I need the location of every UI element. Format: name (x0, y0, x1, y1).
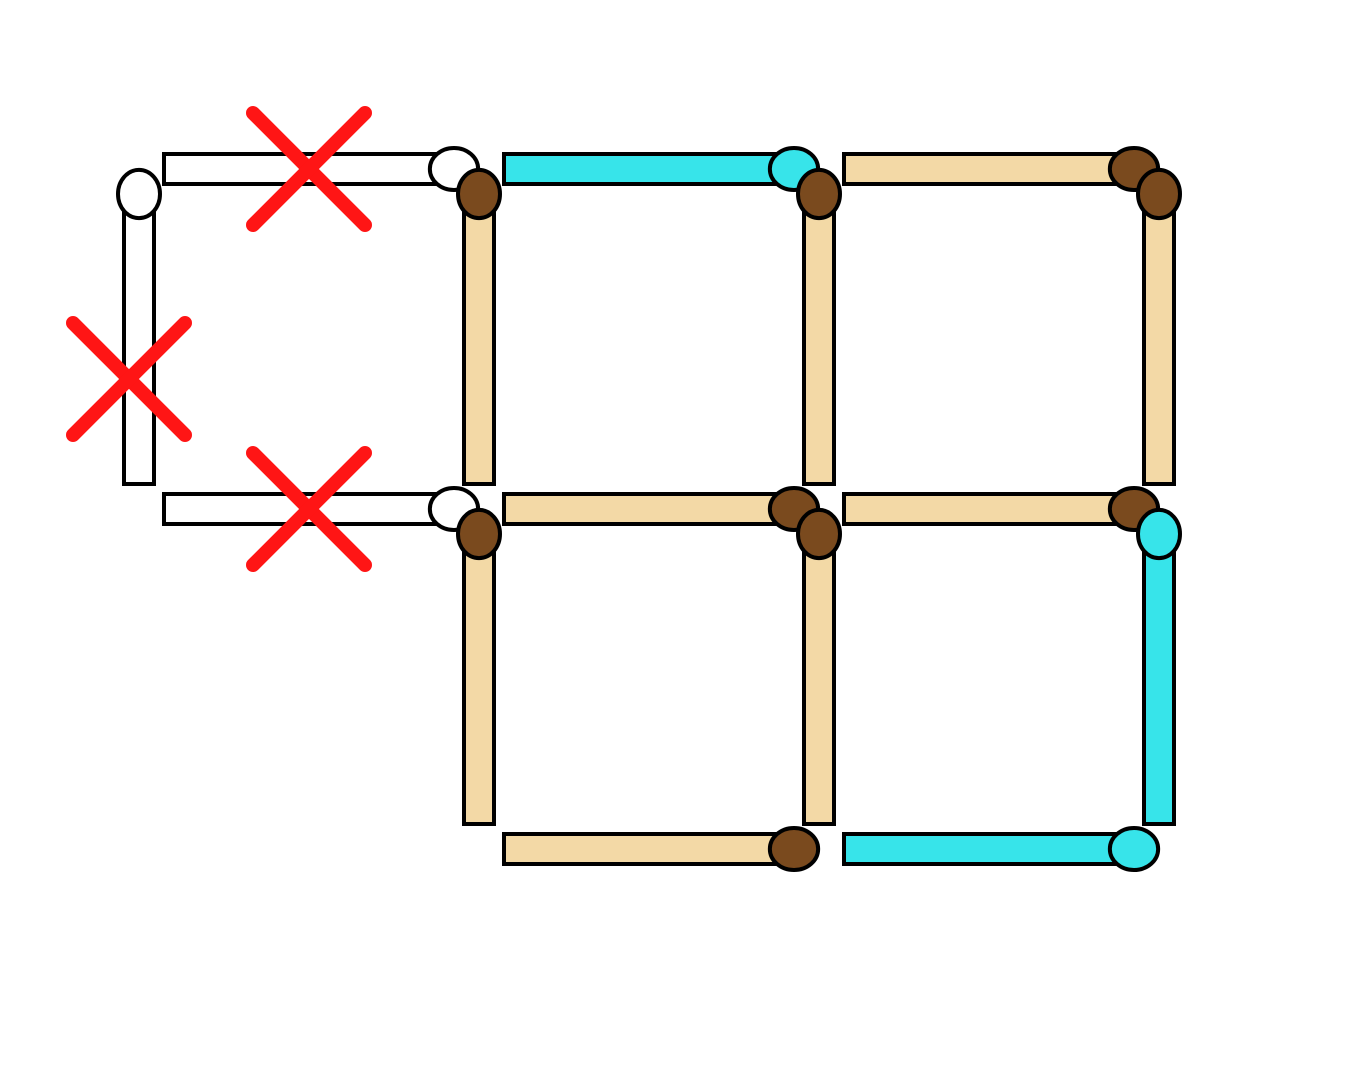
match-head (798, 510, 840, 558)
match-body (124, 202, 154, 484)
match-body (504, 834, 786, 864)
matchstick (844, 488, 1158, 530)
match-body (464, 202, 494, 484)
matchstick (458, 170, 500, 484)
matchstick (504, 488, 818, 530)
match-body (1144, 542, 1174, 824)
matchstick (1138, 170, 1180, 484)
matchstick (798, 170, 840, 484)
match-head (770, 828, 818, 870)
match-head (1110, 828, 1158, 870)
matchstick (1138, 510, 1180, 824)
match-head (118, 170, 160, 218)
match-body (504, 154, 786, 184)
match-head (1138, 170, 1180, 218)
match-body (844, 494, 1126, 524)
matchstick (458, 510, 500, 824)
match-head (1138, 510, 1180, 558)
match-head (458, 170, 500, 218)
match-body (844, 154, 1126, 184)
match-body (1144, 202, 1174, 484)
match-head (458, 510, 500, 558)
match-head (798, 170, 840, 218)
match-body (464, 542, 494, 824)
matchstick (504, 148, 818, 190)
matchstick (844, 828, 1158, 870)
match-body (844, 834, 1126, 864)
matchstick (844, 148, 1158, 190)
match-body (504, 494, 786, 524)
matchstick (798, 510, 840, 824)
match-body (804, 202, 834, 484)
matchstick (118, 170, 160, 484)
match-body (804, 542, 834, 824)
matchstick (504, 828, 818, 870)
